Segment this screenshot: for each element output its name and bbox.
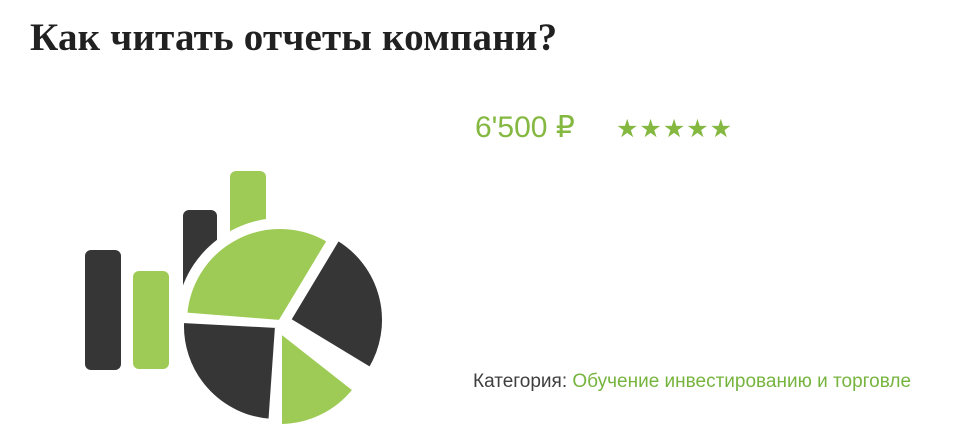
pie-slice-left-dark [180,319,279,423]
rating-stars-icon: ★★★★★ [616,114,734,143]
pie-chart-icon [180,225,386,428]
category-row: Категория: Обучение инвестированию и тор… [473,371,911,393]
category-label: Категория: [473,371,568,392]
pie-slice-right-dark [287,236,386,372]
pie-slice-top-green [183,225,331,324]
pie-slice-bottom-green [278,329,357,428]
category-link[interactable]: Обучение инвестированию и торговле [572,371,912,392]
bar-1 [85,250,121,370]
page-title: Как читать отчеты компани? [30,16,558,59]
bar-and-pie-chart-icon [85,171,386,428]
bar-2 [133,271,169,369]
product-price: 6'500 ₽ [475,111,575,144]
